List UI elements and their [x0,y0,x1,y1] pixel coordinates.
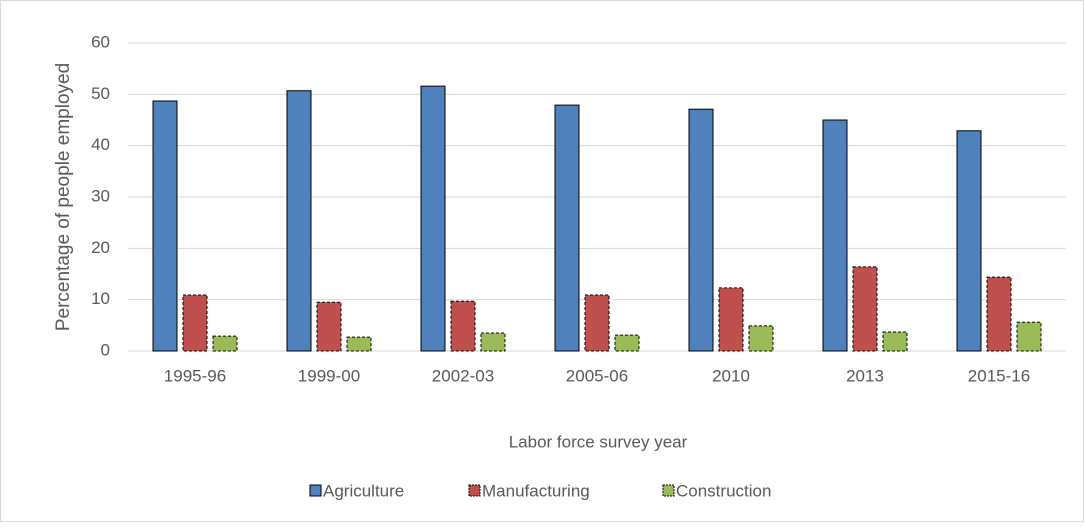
x-tick-label: 2002-03 [432,366,494,385]
bar [316,301,342,352]
legend-label: Construction [676,481,771,500]
bar [986,276,1012,352]
bar [450,300,476,352]
bar [748,325,774,352]
bar [346,336,372,352]
x-tick-label: 2013 [846,366,884,385]
bar [688,108,714,352]
bar [420,85,446,352]
y-tick-label: 30 [91,186,110,205]
x-tick-label: 2015-16 [968,366,1030,385]
legend-swatch [662,484,675,497]
bar [1016,321,1042,352]
x-tick-label: 1999-00 [298,366,360,385]
legend-label: Manufacturing [482,481,590,500]
y-tick-label: 60 [91,32,110,51]
bar [584,294,610,352]
x-tick-label: 2005-06 [566,366,628,385]
bar [852,266,878,352]
y-tick-label: 40 [91,135,110,154]
bar [554,104,580,352]
legend-swatch [468,484,481,497]
bar [614,334,640,352]
bar [718,287,744,352]
bar [212,335,238,352]
x-tick-label: 2010 [712,366,750,385]
legend-swatch [309,484,322,497]
x-axis-title: Labor force survey year [509,432,688,451]
bar [152,100,178,352]
y-tick-label: 50 [91,84,110,103]
bar [956,130,982,352]
bar [882,331,908,352]
bar [822,119,848,352]
y-axis-title: Percentage of people employed [53,63,74,331]
bar [480,332,506,352]
y-tick-label: 20 [91,238,110,257]
x-tick-label: 1995-96 [164,366,226,385]
y-tick-label: 10 [91,289,110,308]
bar [286,90,312,352]
bar [182,294,208,352]
legend-label: Agriculture [323,481,404,500]
y-tick-label: 0 [101,340,110,359]
